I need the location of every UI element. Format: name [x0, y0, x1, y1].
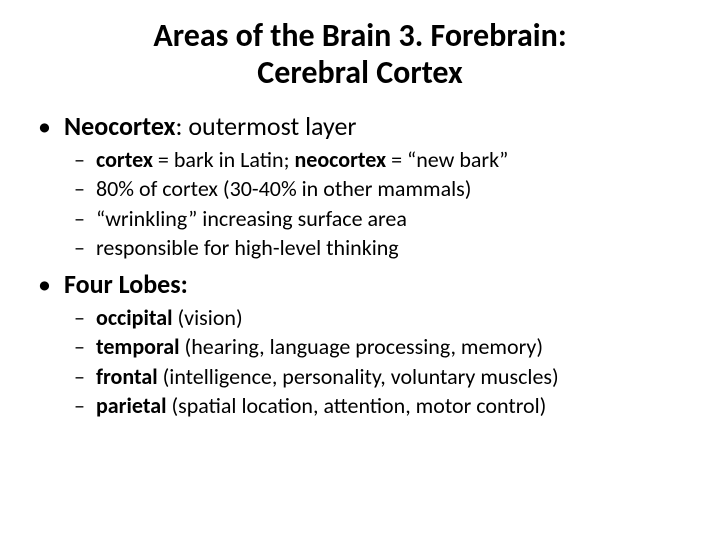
title-line-2: Cerebral Cortex — [70, 55, 650, 92]
sub-bullet-text: frontal (intelligence, personality, volu… — [96, 363, 690, 391]
bullet-level1: •Neocortex: outermost layer — [36, 110, 690, 142]
bullet-text: Four Lobes: — [64, 268, 690, 300]
bullet-icon: • — [36, 110, 64, 142]
sub-bullet-text: occipital (vision) — [96, 304, 690, 332]
sub-bullet-text: 80% of cortex (30-40% in other mammals) — [96, 175, 690, 203]
dash-icon: – — [74, 363, 96, 390]
dash-icon: – — [74, 333, 96, 360]
bullet-level1: •Four Lobes: — [36, 268, 690, 300]
bullet-level2: –cortex = bark in Latin; neocortex = “ne… — [36, 146, 690, 174]
dash-icon: – — [74, 146, 96, 173]
sub-bullet-text: “wrinkling” increasing surface area — [96, 205, 690, 233]
sub-bullet-text: cortex = bark in Latin; neocortex = “new… — [96, 146, 690, 174]
sub-bullet-text: responsible for high-level thinking — [96, 234, 690, 262]
dash-icon: – — [74, 175, 96, 202]
bullet-level2: –parietal (spatial location, attention, … — [36, 392, 690, 420]
title-line-1: Areas of the Brain 3. Forebrain: — [70, 18, 650, 55]
bullet-level2: –frontal (intelligence, personality, vol… — [36, 363, 690, 391]
dash-icon: – — [74, 234, 96, 261]
slide-title: Areas of the Brain 3. Forebrain: Cerebra… — [30, 18, 690, 92]
slide-body: •Neocortex: outermost layer–cortex = bar… — [30, 110, 690, 420]
sub-bullet-text: temporal (hearing, language processing, … — [96, 333, 690, 361]
bullet-level2: –80% of cortex (30-40% in other mammals) — [36, 175, 690, 203]
dash-icon: – — [74, 304, 96, 331]
bullet-level2: –temporal (hearing, language processing,… — [36, 333, 690, 361]
bullet-level2: –“wrinkling” increasing surface area — [36, 205, 690, 233]
sub-bullet-text: parietal (spatial location, attention, m… — [96, 392, 690, 420]
dash-icon: – — [74, 392, 96, 419]
bullet-level2: –responsible for high-level thinking — [36, 234, 690, 262]
dash-icon: – — [74, 205, 96, 232]
bullet-icon: • — [36, 268, 64, 300]
bullet-text: Neocortex: outermost layer — [64, 110, 690, 142]
bullet-level2: –occipital (vision) — [36, 304, 690, 332]
